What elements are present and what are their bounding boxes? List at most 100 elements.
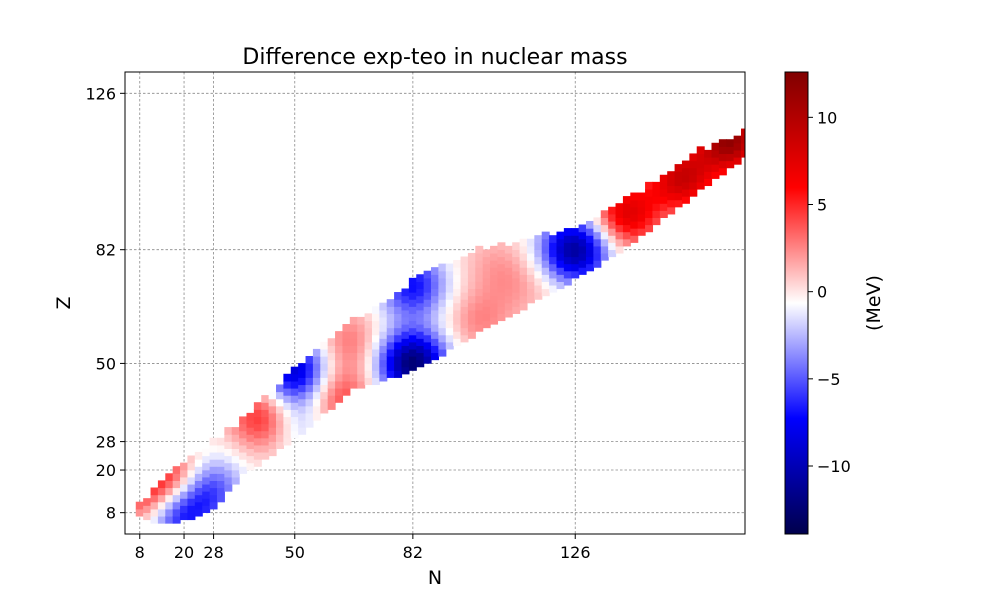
heatmap-cell: [445, 284, 454, 293]
heatmap-cell: [556, 281, 565, 290]
heatmap-cell: [401, 316, 410, 325]
heatmap-cell: [630, 235, 639, 243]
heatmap-cell: [667, 171, 676, 179]
heatmap-cell: [563, 256, 572, 265]
heatmap-cell: [615, 203, 624, 211]
heatmap-cell: [659, 203, 668, 211]
heatmap-cell: [711, 156, 720, 165]
heatmap-cell: [342, 366, 351, 375]
heatmap-cell: [253, 423, 262, 432]
heatmap-cell: [438, 263, 447, 272]
heatmap-cell: [379, 316, 388, 325]
heatmap-cell: [438, 320, 447, 329]
heatmap-cell: [239, 430, 248, 439]
heatmap-cell: [475, 267, 484, 275]
heatmap-cell: [305, 419, 314, 428]
heatmap-cell: [416, 274, 425, 282]
heatmap-cell: [268, 427, 277, 435]
heatmap-cell: [549, 242, 558, 250]
heatmap-cell: [445, 306, 454, 314]
heatmap-cell: [276, 405, 284, 414]
heatmap-cell: [165, 501, 174, 510]
heatmap-cell: [320, 398, 329, 407]
heatmap-cell: [349, 338, 358, 346]
heatmap-cell: [231, 427, 240, 435]
heatmap-cell: [349, 324, 358, 332]
heatmap-cell: [637, 220, 646, 229]
heatmap-cell: [165, 487, 174, 496]
heatmap-cell: [586, 242, 594, 250]
heatmap-cell: [246, 448, 255, 457]
heatmap-cell: [298, 391, 307, 400]
heatmap-cell: [453, 267, 462, 275]
heatmap-cell: [335, 366, 344, 375]
heatmap-cell: [674, 171, 683, 179]
heatmap-cell: [379, 331, 388, 339]
heatmap-cell: [423, 313, 432, 322]
heatmap-cell: [453, 316, 462, 325]
heatmap-cell: [475, 309, 484, 318]
heatmap-cell: [180, 491, 189, 499]
heatmap-cell: [394, 327, 403, 336]
heatmap-cell: [335, 338, 344, 346]
heatmap-cell: [423, 270, 432, 279]
heatmap-cell: [460, 313, 469, 322]
heatmap-cell: [733, 142, 742, 151]
colorbar-label: (MeV): [863, 275, 885, 331]
heatmap-cell: [386, 363, 395, 371]
heatmap-cell: [549, 277, 558, 286]
heatmap-cell: [172, 487, 181, 496]
heatmap-cell: [608, 206, 617, 215]
heatmap-cell: [364, 327, 373, 336]
heatmap-cells: [135, 128, 745, 524]
heatmap-cell: [482, 256, 491, 265]
heatmap-cell: [586, 228, 594, 236]
heatmap-cell: [364, 377, 373, 386]
heatmap-cell: [268, 405, 277, 414]
heatmap-cell: [298, 419, 307, 428]
heatmap-cell: [283, 387, 292, 396]
heatmap-cell: [180, 483, 189, 492]
heatmap-cell: [733, 156, 742, 165]
heatmap-cell: [563, 277, 572, 286]
heatmap-cell: [401, 302, 410, 311]
heatmap-cell: [386, 327, 395, 336]
heatmap-cell: [490, 302, 499, 311]
heatmap-cell: [379, 359, 388, 368]
heatmap-cell: [327, 352, 336, 361]
heatmap-cell: [490, 252, 499, 261]
heatmap-cell: [209, 480, 218, 489]
heatmap-cell: [320, 341, 329, 350]
heatmap-cell: [741, 135, 745, 144]
heatmap-cell: [467, 295, 476, 304]
heatmap-cell: [622, 238, 631, 247]
heatmap-cell: [349, 380, 358, 389]
heatmap-cell: [438, 327, 447, 336]
heatmap-cell: [674, 192, 683, 201]
heatmap-cell: [652, 210, 661, 219]
heatmap-cell: [460, 306, 469, 314]
heatmap-cell: [386, 356, 395, 364]
chart-title: Difference exp-teo in nuclear mass: [242, 45, 627, 70]
heatmap-cell: [364, 320, 373, 329]
heatmap-cell: [416, 288, 425, 297]
heatmap-cell: [202, 498, 211, 506]
x-tick-label: 8: [135, 543, 145, 562]
heatmap-cell: [534, 277, 543, 286]
heatmap-cell: [312, 377, 321, 386]
heatmap-cell: [327, 338, 336, 346]
heatmap-cell: [349, 359, 358, 368]
heatmap-cell: [556, 274, 565, 282]
heatmap-cell: [453, 274, 462, 282]
heatmap-cell: [490, 288, 499, 297]
heatmap-cell: [482, 270, 491, 279]
heatmap-cell: [526, 274, 535, 282]
heatmap-cell: [652, 188, 661, 197]
heatmap-cell: [504, 295, 513, 304]
heatmap-cell: [357, 338, 366, 346]
heatmap-cell: [453, 331, 462, 339]
heatmap-cell: [239, 459, 248, 467]
heatmap-cell: [276, 419, 284, 428]
heatmap-cell: [224, 434, 233, 442]
heatmap-cell: [357, 324, 366, 332]
